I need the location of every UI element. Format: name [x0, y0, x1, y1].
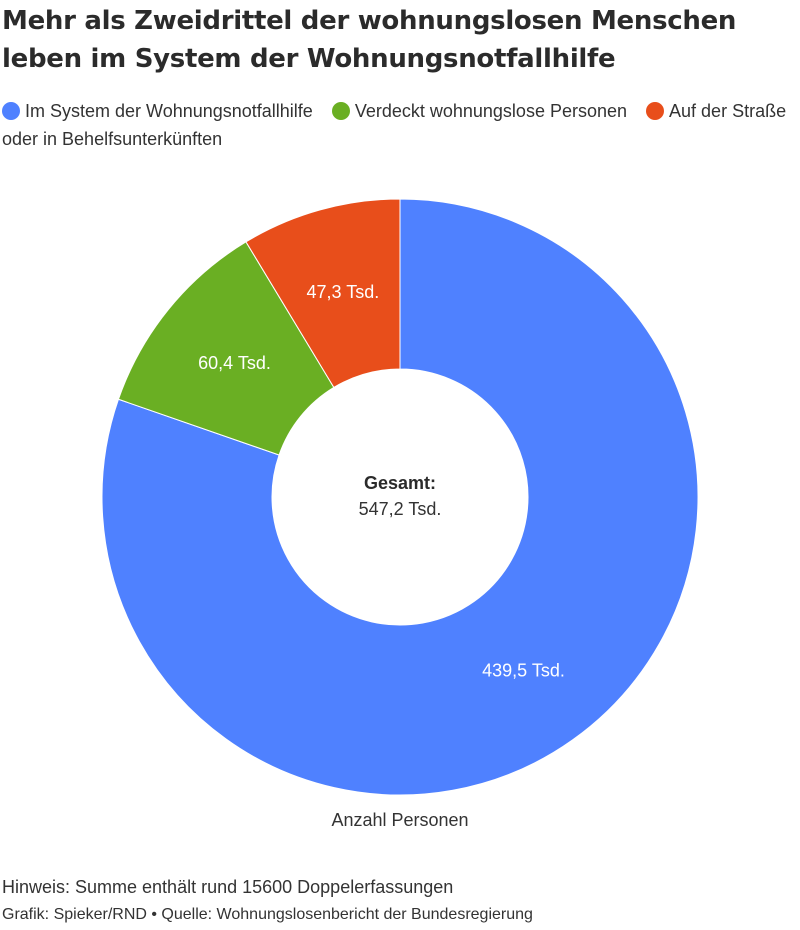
legend-label-system: Im System der Wohnungsnotfallhilfe	[25, 101, 313, 121]
legend-dot-strasse	[646, 102, 665, 120]
footnote: Hinweis: Summe enthält rund 15600 Doppel…	[2, 877, 454, 897]
slice-label-strasse: 47,3 Tsd.	[306, 282, 379, 302]
legend-item-strasse[interactable]: Auf der Straße oder in Behelfsunterkünft…	[2, 101, 786, 149]
legend-label-strasse: Auf der Straße oder in Behelfsunterkünft…	[2, 101, 787, 149]
legend-dot-verdeckt	[331, 102, 350, 120]
chart-title: Mehr als Zweidrittel der wohnungslosen M…	[2, 6, 737, 74]
slice-strasse[interactable]	[245, 198, 401, 389]
center-title: Gesamt:	[364, 473, 436, 493]
center-value: 547,2 Tsd.	[359, 499, 442, 519]
legend-label-verdeckt: Verdeckt wohnungslose Personen	[354, 101, 628, 121]
legend-item-system[interactable]: Im System der Wohnungsnotfallhilfe	[2, 101, 313, 121]
x-axis-label: Anzahl Personen	[331, 810, 469, 830]
slice-verdeckt[interactable]	[117, 241, 335, 456]
slice-label-verdeckt: 60,4 Tsd.	[198, 353, 271, 373]
slice-system[interactable]	[101, 198, 699, 796]
donut-labels: 439,5 Tsd. 60,4 Tsd. 47,3 Tsd.	[198, 282, 565, 681]
source-credit: Grafik: Spieker/RND • Quelle: Wohnungslo…	[2, 906, 533, 923]
legend: Im System der Wohnungsnotfallhilfe Verde…	[2, 97, 798, 153]
legend-item-verdeckt[interactable]: Verdeckt wohnungslose Personen	[331, 101, 628, 121]
slice-label-system: 439,5 Tsd.	[482, 661, 565, 681]
donut-chart: 439,5 Tsd. 60,4 Tsd. 47,3 Tsd. Gesamt: 547…	[101, 198, 699, 796]
donut-slices	[101, 198, 699, 796]
legend-dot-system	[2, 102, 20, 120]
